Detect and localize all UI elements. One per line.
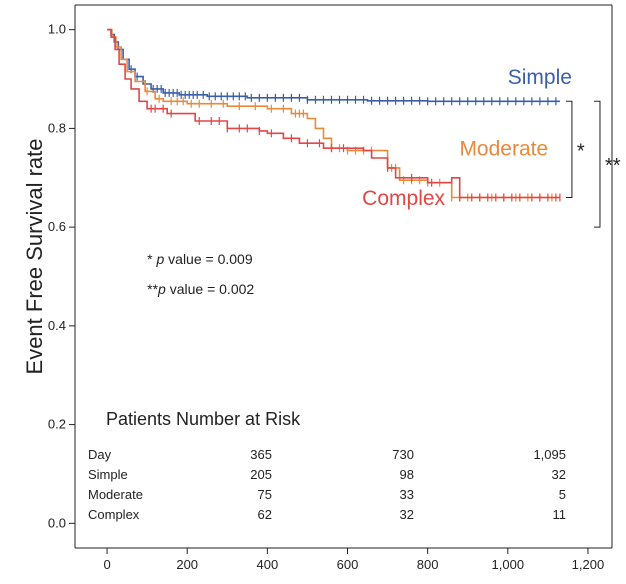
- label-layer: Simple Moderate Complex: [362, 66, 572, 210]
- risk-header-cell: 730: [392, 447, 414, 462]
- bracket-line: [593, 100, 601, 228]
- bracket-line: [565, 100, 573, 199]
- significance-bracket: *: [565, 100, 585, 199]
- series-complex: [107, 28, 561, 202]
- x-tick-label: 1,000: [492, 557, 525, 572]
- significance-bracket: **: [593, 100, 621, 228]
- risk-table-title: Patients Number at Risk: [106, 409, 301, 429]
- x-tick-label: 200: [176, 557, 198, 572]
- risk-header-cell: Day: [88, 447, 112, 462]
- x-tick-label: 400: [257, 557, 279, 572]
- series-label-moderate: Moderate: [459, 138, 548, 161]
- risk-cell: 11: [553, 507, 567, 522]
- risk-cell: 75: [258, 487, 272, 502]
- x-tick-label: 600: [337, 557, 359, 572]
- series-label-complex: Complex: [362, 187, 445, 210]
- y-tick-label: 0.2: [48, 417, 66, 432]
- risk-row-label: Complex: [88, 507, 140, 522]
- risk-cell: 33: [400, 487, 414, 502]
- series-label-simple: Simple: [508, 66, 572, 89]
- annotation-layer: * p value = 0.009**p value = 0.002***: [147, 100, 621, 297]
- risk-row-label: Moderate: [88, 487, 143, 502]
- y-tick-label: 0.6: [48, 219, 66, 234]
- risk-cell: 32: [552, 467, 566, 482]
- risk-row-label: Simple: [88, 467, 128, 482]
- series-line: [107, 28, 560, 199]
- risk-cell: 62: [258, 507, 272, 522]
- series-simple: [107, 28, 560, 106]
- series-moderate: [107, 28, 560, 202]
- bracket-label: **: [605, 155, 621, 177]
- bracket-label: *: [577, 140, 585, 162]
- risk-table: Patients Number at Risk Day 365 730 1,095 Sim…: [88, 409, 566, 522]
- y-tick-label: 1.0: [48, 22, 66, 37]
- risk-cell: 32: [400, 507, 414, 522]
- x-tick-label: 0: [103, 557, 110, 572]
- y-tick-label: 0.8: [48, 120, 66, 135]
- p-value-annotation: * p value = 0.009: [147, 251, 253, 267]
- risk-cell: 5: [559, 487, 566, 502]
- risk-header-cell: 1,095: [533, 447, 566, 462]
- series-layer: [107, 28, 561, 202]
- series-line: [107, 28, 560, 103]
- risk-cell: 205: [250, 467, 272, 482]
- y-tick-label: 0.4: [48, 318, 66, 333]
- risk-cell: 98: [400, 467, 414, 482]
- x-tick-label: 1,200: [572, 557, 605, 572]
- y-axis-title: Event Free Survival rate: [22, 139, 47, 375]
- axes: 0.0 0.2 0.4 0.6 0.8 1.0 0 200 400 600 800 1,000 1,20…: [22, 4, 613, 572]
- p-value-annotation: **p value = 0.002: [147, 281, 254, 297]
- y-tick-label: 0.0: [48, 515, 66, 530]
- x-tick-label: 800: [417, 557, 439, 572]
- risk-header-cell: 365: [250, 447, 272, 462]
